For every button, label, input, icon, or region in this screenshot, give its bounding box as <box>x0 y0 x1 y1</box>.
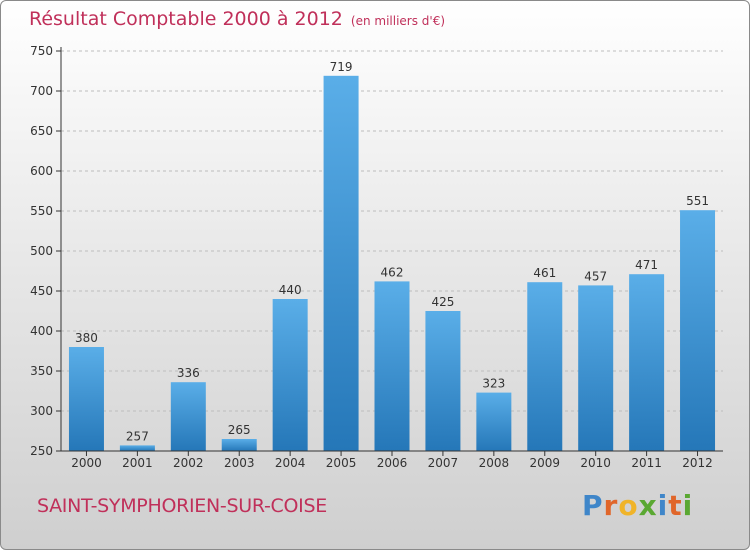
bars <box>68 75 716 452</box>
y-tick-label: 350 <box>30 364 53 378</box>
y-tick-label: 550 <box>30 204 53 218</box>
bar-2006 <box>374 281 410 451</box>
chart-title-text: Résultat Comptable 2000 à 2012 <box>29 8 343 30</box>
x-tick-label: 2007 <box>428 456 459 470</box>
bar-2005 <box>323 75 359 452</box>
value-label: 440 <box>279 283 302 297</box>
bar-2007 <box>425 311 461 451</box>
place-name: SAINT-SYMPHORIEN-SUR-COISE <box>37 495 327 517</box>
x-tick-label: 2000 <box>71 456 102 470</box>
value-label: 461 <box>533 266 556 280</box>
value-label: 265 <box>228 423 251 437</box>
value-label: 257 <box>126 429 149 443</box>
chart-subtitle: (en milliers d'€) <box>350 14 446 28</box>
y-tick-label: 250 <box>30 444 53 458</box>
x-tick-label: 2010 <box>580 456 611 470</box>
bar-2002 <box>170 382 206 451</box>
y-tick-label: 300 <box>30 404 53 418</box>
x-tick-label: 2012 <box>682 456 713 470</box>
bar-2003 <box>221 439 257 451</box>
x-tick-label: 2006 <box>377 456 408 470</box>
y-tick-label: 400 <box>30 324 53 338</box>
proxiti-logo[interactable]: Proxiti <box>582 489 694 522</box>
value-labels: 380 257 336 265 440 719 462 425 323 461 457 471 551 <box>75 60 709 444</box>
bar-2004 <box>272 299 308 451</box>
value-label: 336 <box>177 366 200 380</box>
chart-title: Résultat Comptable 2000 à 2012 (en millie… <box>29 8 445 30</box>
x-axis-ticks: 2000 2001 2002 2003 2004 2005 2006 2007 2008 2009… <box>71 451 713 470</box>
x-tick-label: 2008 <box>479 456 510 470</box>
bar-2011 <box>629 274 665 451</box>
y-tick-label: 650 <box>30 124 53 138</box>
y-tick-label: 600 <box>30 164 53 178</box>
y-axis-ticks: 250 300 350 400 450 500 550 600 650 700 750 <box>30 44 61 458</box>
value-label: 425 <box>431 295 454 309</box>
y-tick-label: 450 <box>30 284 53 298</box>
bar-2012 <box>680 210 716 451</box>
value-label: 719 <box>330 60 353 74</box>
bar-2008 <box>476 392 512 451</box>
x-tick-label: 2011 <box>631 456 662 470</box>
value-label: 380 <box>75 331 98 345</box>
x-tick-label: 2001 <box>122 456 153 470</box>
y-tick-label: 750 <box>30 44 53 58</box>
x-tick-label: 2005 <box>326 456 357 470</box>
bar-2001 <box>119 445 155 451</box>
value-label: 457 <box>584 269 607 283</box>
x-tick-label: 2003 <box>224 456 255 470</box>
value-label: 551 <box>686 194 709 208</box>
y-tick-label: 700 <box>30 84 53 98</box>
value-label: 462 <box>381 265 404 279</box>
value-label: 471 <box>635 258 658 272</box>
bar-2010 <box>578 285 614 451</box>
bar-2009 <box>527 282 563 451</box>
y-tick-label: 500 <box>30 244 53 258</box>
x-tick-label: 2004 <box>275 456 306 470</box>
axes <box>60 47 723 452</box>
x-tick-label: 2002 <box>173 456 204 470</box>
bar-2000 <box>68 347 104 451</box>
value-label: 323 <box>482 377 505 391</box>
x-tick-label: 2009 <box>529 456 560 470</box>
